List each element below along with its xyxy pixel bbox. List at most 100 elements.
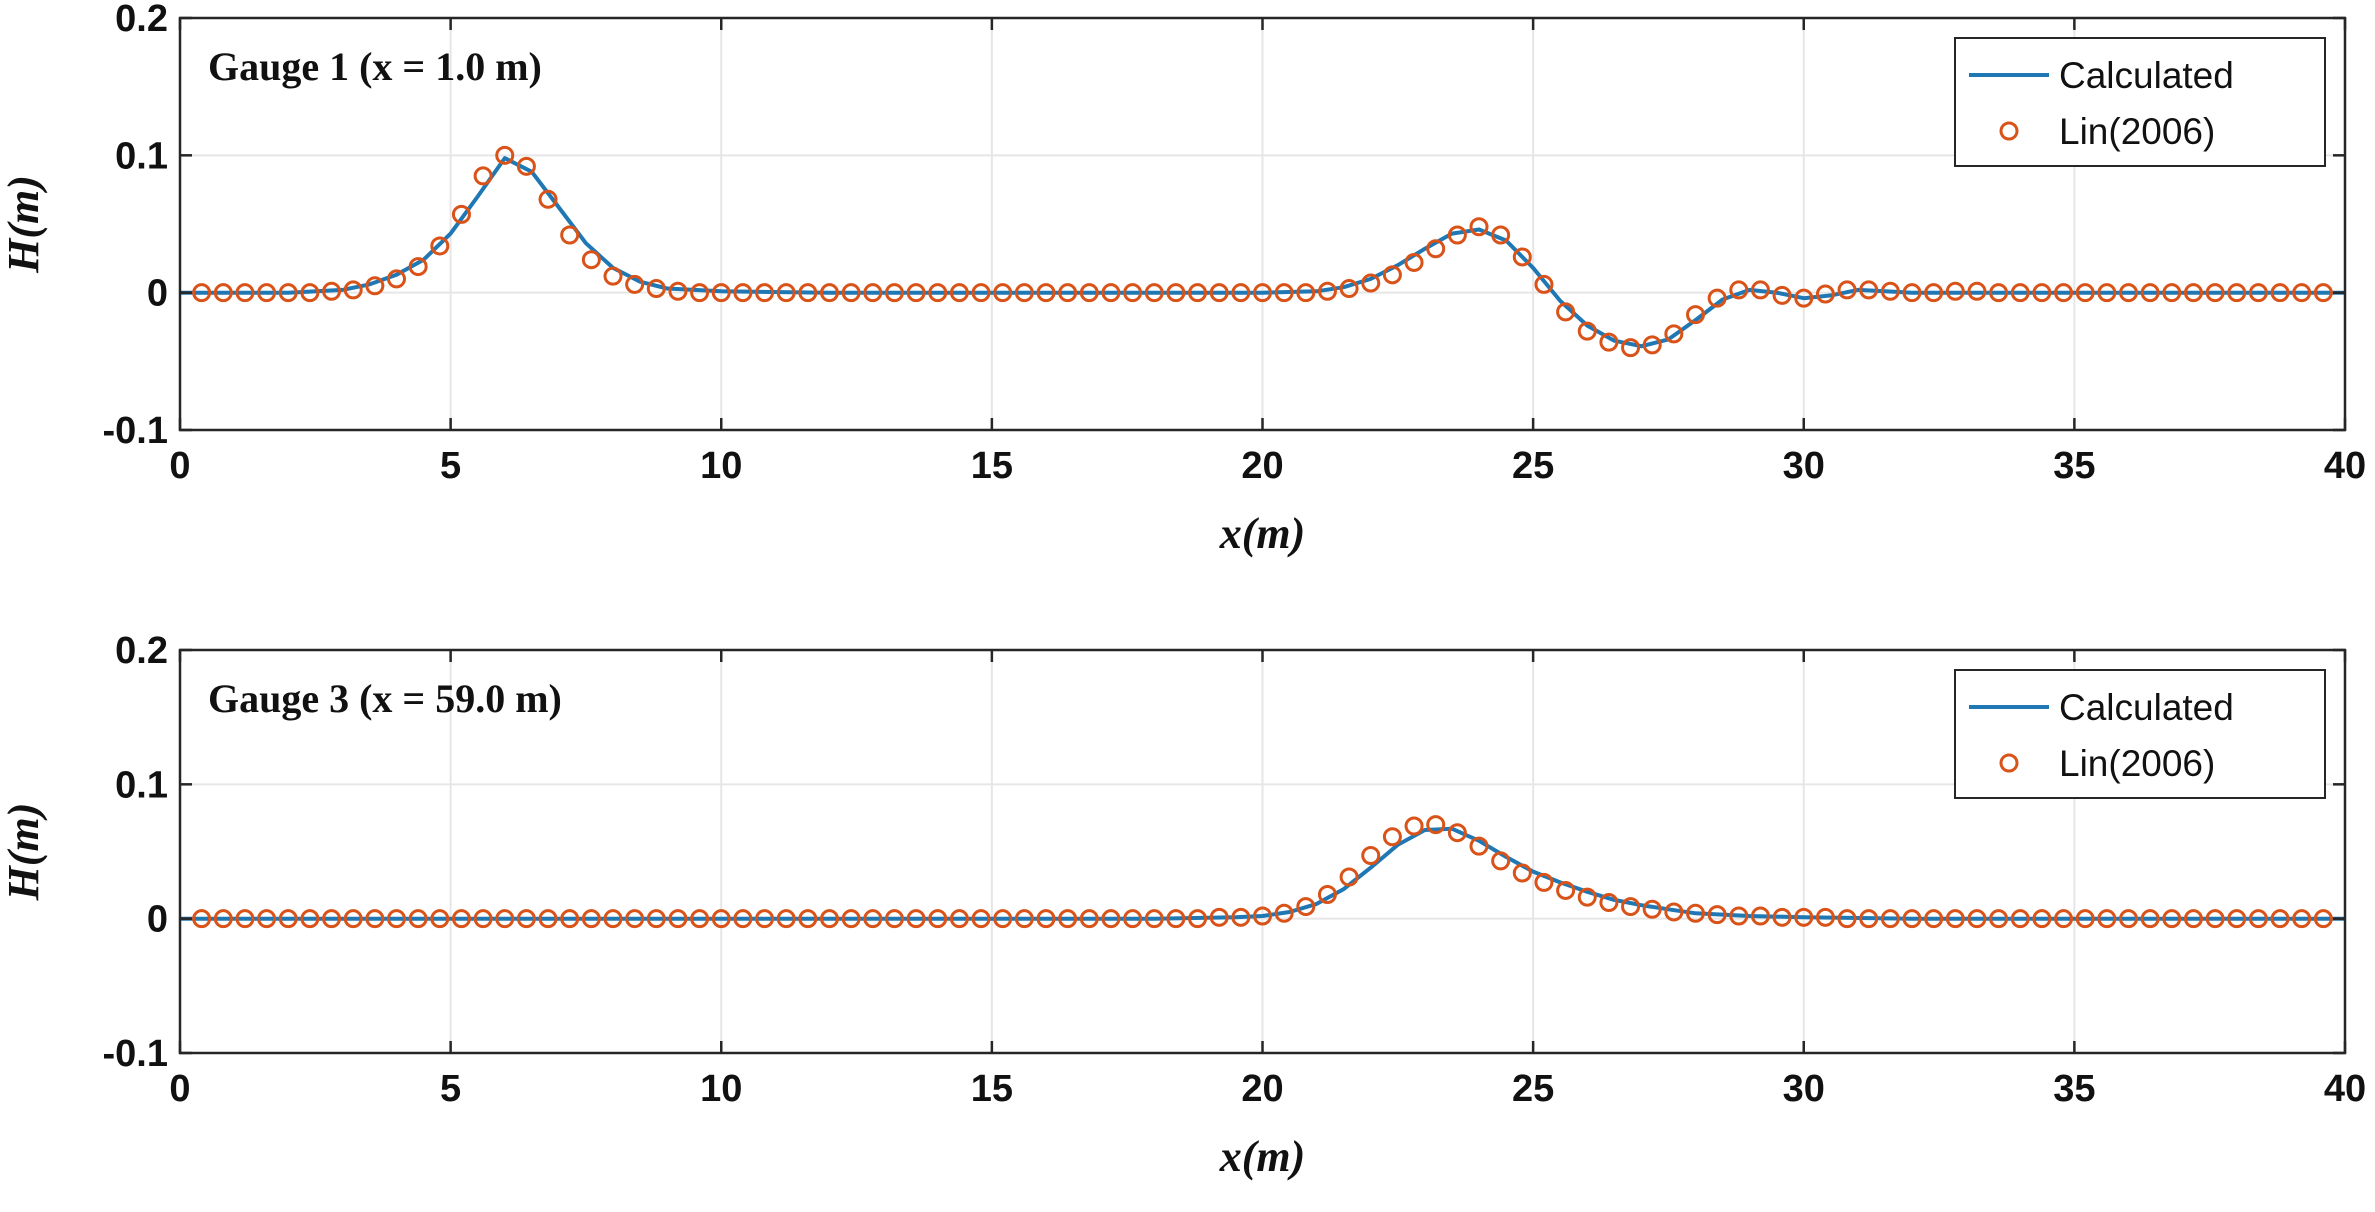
chart-2-lin2006-point — [1231, 907, 1251, 927]
chart-2-lin2006-point — [906, 909, 926, 929]
chart-2-ytick-label: -0.1 — [103, 1033, 168, 1075]
chart-1-ylabel: H(m) — [0, 175, 48, 274]
chart-1-lin2006-point — [343, 280, 363, 300]
chart-1-lin2006-point — [1144, 283, 1164, 303]
chart-2-lin2006-point — [408, 909, 428, 929]
chart-1-legend-label: Calculated — [2059, 55, 2234, 96]
chart-1-lin2006-point — [1014, 283, 1034, 303]
chart-1-xtick-label: 20 — [1241, 445, 1283, 487]
chart-2-lin2006-point — [451, 909, 471, 929]
chart-1-lin2006-point — [538, 189, 558, 209]
chart-1-lin2006-point — [1036, 283, 1056, 303]
chart-2-lin2006-point — [1880, 909, 1900, 929]
chart-1-ytick-label: 0.1 — [115, 135, 168, 177]
chart-1-lin2006-point — [1750, 280, 1770, 300]
chart-2-xtick-label: 25 — [1512, 1068, 1554, 1110]
chart-2-lin2006-point — [1556, 880, 1576, 900]
chart-1-lin2006-point — [516, 156, 536, 176]
chart-2-lin2006-point — [733, 909, 753, 929]
chart-2-lin2006-point — [192, 909, 212, 929]
chart-2-lin2006-point — [841, 909, 861, 929]
chart-1-lin2006-point — [646, 279, 666, 299]
chart-2-lin2006-point — [1729, 906, 1749, 926]
chart-1-legend-label: Lin(2006) — [2059, 111, 2215, 152]
chart-2-lin2006-point — [1512, 863, 1532, 883]
chart-1-lin2006-point — [1274, 283, 1294, 303]
chart-2-lin2006-point — [1447, 823, 1467, 843]
chart-1-xtick-label: 40 — [2324, 445, 2366, 487]
chart-1-lin2006-point — [2032, 283, 2052, 303]
chart-2-lin2006-point — [1686, 903, 1705, 923]
chart-2-lin2006-point — [1274, 903, 1294, 923]
chart-2-lin2006-point — [1989, 909, 2009, 929]
chart-2-lin2006-point — [2205, 909, 2225, 929]
chart-2-lin2006-point — [1014, 909, 1034, 929]
chart-2-legend-marker-swatch — [1999, 753, 2019, 773]
chart-1-lin2006-point — [1123, 283, 1143, 303]
chart-1-lin2006-point — [1058, 283, 1078, 303]
chart-1-lin2006-point — [949, 283, 969, 303]
chart-1-lin2006-point — [1231, 283, 1251, 303]
chart-2-lin2006-point — [1642, 899, 1662, 919]
chart-1-lin2006-point — [1361, 273, 1381, 293]
chart-1-lin2006-point — [387, 269, 406, 289]
chart-2-lin2006-point — [1144, 909, 1164, 929]
chart-1-lin2006-point — [1686, 305, 1705, 325]
chart-2-lin2006-point — [2162, 909, 2182, 929]
chart-2-lin2006-point — [343, 909, 363, 929]
chart-1-lin2006-point — [1945, 281, 1965, 301]
chart-2-lin2006-point — [1945, 909, 1965, 929]
chart-1-lin2006-point — [1815, 284, 1835, 304]
chart-2-lin2006-point — [690, 909, 710, 929]
chart-2-lin2006-point — [1382, 827, 1402, 847]
chart-1-lin2006-point — [1253, 283, 1272, 303]
chart-1-lin2006-point — [2054, 283, 2074, 303]
chart-2-lin2006-point — [1815, 907, 1835, 927]
chart-1-legend-box — [1954, 37, 2326, 167]
chart-2-lin2006-point — [365, 909, 385, 929]
chart-2-lin2006-point — [2183, 909, 2203, 929]
chart-2-lin2006-point — [776, 909, 796, 929]
chart-1-lin2006-point — [365, 276, 385, 296]
chart-2-lin2006-point — [1664, 902, 1684, 922]
chart-1-lin2006-point — [1924, 283, 1944, 303]
chart-2: 0 5 10 15 20 25 30 35 40-0.100.10.2x(m)H(m)Gauge… — [0, 630, 2366, 1181]
chart-2-ytick-label: 0 — [147, 899, 168, 941]
chart-2-lin2006-point — [1750, 906, 1770, 926]
chart-1-lin2006-point — [1166, 283, 1186, 303]
chart-1-lin2006-point — [625, 274, 645, 294]
chart-2-lin2006-point — [1058, 909, 1078, 929]
chart-1-lin2006-point — [2205, 283, 2225, 303]
chart-1-lin2006-point — [1188, 283, 1208, 303]
chart-1-xtick-label: 35 — [2053, 445, 2095, 487]
chart-2-lin2006-point — [1036, 909, 1056, 929]
chart-1-lin2006-point — [235, 283, 255, 303]
chart-2-ylabel: H(m) — [0, 803, 48, 902]
chart-2-lin2006-point — [1534, 872, 1554, 892]
chart-1-lin2006-point — [993, 283, 1013, 303]
chart-2-lin2006-point — [1101, 909, 1121, 929]
chart-1-lin2006-point — [2140, 283, 2160, 303]
chart-1-lin2006-point — [1556, 302, 1576, 322]
chart-2-lin2006-point — [1621, 897, 1641, 917]
chart-2-lin2006-point — [1079, 909, 1099, 929]
chart-2-lin2006-point — [971, 909, 991, 929]
chart-1-ytick-label: 0 — [147, 273, 168, 315]
chart-2-gauge-annotation: Gauge 3 (x = 59.0 m) — [208, 676, 562, 721]
chart-1-lin2006-point — [2292, 283, 2312, 303]
chart-1-lin2006-point — [581, 250, 601, 270]
chart-2-lin2006-point — [560, 909, 580, 929]
chart-1-lin2006-point — [2010, 283, 2030, 303]
chart-1-ytick-label: -0.1 — [103, 410, 168, 452]
chart-2-lin2006-point — [2032, 909, 2052, 929]
chart-1-lin2006-point — [776, 283, 796, 303]
chart-1-lin2006-point — [278, 283, 298, 303]
chart-1-lin2006-point — [473, 166, 493, 186]
chart-2-lin2006-point — [2054, 909, 2074, 929]
chart-1-lin2006-point — [711, 283, 731, 303]
chart-2-lin2006-point — [235, 909, 255, 929]
chart-1-lin2006-point — [2248, 283, 2268, 303]
chart-2-xtick-label: 35 — [2053, 1068, 2095, 1110]
chart-1-lin2006-point — [2313, 283, 2333, 303]
chart-2-legend-label: Calculated — [2059, 687, 2234, 728]
